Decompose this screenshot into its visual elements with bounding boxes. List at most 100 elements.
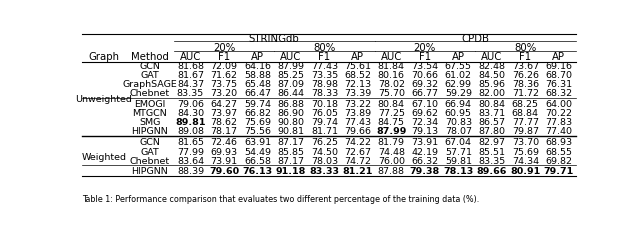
Text: 82.97: 82.97 — [478, 138, 506, 147]
Text: 81.79: 81.79 — [378, 138, 405, 147]
Text: 77.99: 77.99 — [177, 148, 204, 157]
Text: 75.70: 75.70 — [378, 89, 405, 98]
Text: 85.85: 85.85 — [277, 148, 305, 157]
Text: MTGCN: MTGCN — [132, 109, 167, 118]
Text: 77.83: 77.83 — [545, 118, 572, 127]
Text: 71.62: 71.62 — [211, 71, 237, 80]
Text: F1: F1 — [318, 52, 330, 62]
Text: 61.02: 61.02 — [445, 71, 472, 80]
Text: 73.91: 73.91 — [211, 157, 237, 166]
Text: 78.98: 78.98 — [311, 80, 338, 89]
Text: 60.95: 60.95 — [445, 109, 472, 118]
Text: 68.55: 68.55 — [545, 148, 572, 157]
Text: 68.52: 68.52 — [344, 71, 371, 80]
Text: 86.57: 86.57 — [478, 118, 506, 127]
Text: 74.72: 74.72 — [344, 157, 371, 166]
Text: 86.88: 86.88 — [277, 100, 305, 109]
Text: 79.87: 79.87 — [512, 128, 539, 137]
Text: Chebnet: Chebnet — [130, 89, 170, 98]
Text: 67.55: 67.55 — [445, 62, 472, 71]
Text: SMG: SMG — [139, 118, 161, 127]
Text: 59.74: 59.74 — [244, 100, 271, 109]
Text: 70.83: 70.83 — [445, 118, 472, 127]
Text: 78.62: 78.62 — [211, 118, 237, 127]
Text: GraphSAGE: GraphSAGE — [122, 80, 177, 89]
Text: 68.84: 68.84 — [512, 109, 539, 118]
Text: 67.04: 67.04 — [445, 138, 472, 147]
Text: 76.25: 76.25 — [311, 138, 338, 147]
Text: 68.70: 68.70 — [545, 71, 572, 80]
Text: 70.18: 70.18 — [311, 100, 338, 109]
Text: 80.84: 80.84 — [478, 100, 506, 109]
Text: 77.25: 77.25 — [378, 109, 405, 118]
Text: 86.90: 86.90 — [277, 109, 305, 118]
Text: 68.25: 68.25 — [512, 100, 539, 109]
Text: 64.27: 64.27 — [211, 100, 237, 109]
Text: 76.00: 76.00 — [378, 157, 405, 166]
Text: 85.25: 85.25 — [277, 71, 305, 80]
Text: 64.16: 64.16 — [244, 62, 271, 71]
Text: 79.06: 79.06 — [177, 100, 204, 109]
Text: 73.39: 73.39 — [344, 89, 371, 98]
Text: 81.68: 81.68 — [177, 62, 204, 71]
Text: 69.32: 69.32 — [412, 80, 438, 89]
Text: 83.35: 83.35 — [177, 89, 204, 98]
Text: 78.03: 78.03 — [311, 157, 338, 166]
Text: GAT: GAT — [140, 148, 159, 157]
Text: 85.96: 85.96 — [478, 80, 506, 89]
Text: 79.13: 79.13 — [412, 128, 438, 137]
Text: 78.07: 78.07 — [445, 128, 472, 137]
Text: F1: F1 — [519, 52, 531, 62]
Text: 81.65: 81.65 — [177, 138, 204, 147]
Text: 79.71: 79.71 — [543, 167, 574, 176]
Text: 90.81: 90.81 — [277, 128, 305, 137]
Text: 73.54: 73.54 — [412, 62, 438, 71]
Text: 72.46: 72.46 — [211, 138, 237, 147]
Text: AUC: AUC — [481, 52, 502, 62]
Text: 59.81: 59.81 — [445, 157, 472, 166]
Text: 70.22: 70.22 — [545, 109, 572, 118]
Text: 73.91: 73.91 — [412, 138, 438, 147]
Text: 78.13: 78.13 — [443, 167, 474, 176]
Text: 72.67: 72.67 — [344, 148, 371, 157]
Text: 78.02: 78.02 — [378, 80, 405, 89]
Text: 87.09: 87.09 — [277, 80, 305, 89]
Text: AP: AP — [452, 52, 465, 62]
Text: 54.49: 54.49 — [244, 148, 271, 157]
Text: 77.77: 77.77 — [512, 118, 539, 127]
Text: CPDB: CPDB — [461, 33, 489, 44]
Text: 80%: 80% — [514, 43, 536, 53]
Text: 79.66: 79.66 — [344, 128, 371, 137]
Text: 83.64: 83.64 — [177, 157, 204, 166]
Text: GAT: GAT — [140, 71, 159, 80]
Text: Graph: Graph — [88, 52, 120, 62]
Text: 79.74: 79.74 — [311, 118, 338, 127]
Text: Weighted: Weighted — [81, 153, 127, 162]
Text: 87.88: 87.88 — [378, 167, 405, 176]
Text: 81.84: 81.84 — [378, 62, 405, 71]
Text: 73.22: 73.22 — [344, 100, 371, 109]
Text: HIPGNN: HIPGNN — [131, 128, 168, 137]
Text: 81.21: 81.21 — [342, 167, 373, 176]
Text: 58.88: 58.88 — [244, 71, 271, 80]
Text: F1: F1 — [218, 52, 230, 62]
Text: Chebnet: Chebnet — [130, 157, 170, 166]
Text: 73.75: 73.75 — [211, 80, 237, 89]
Text: AUC: AUC — [280, 52, 301, 62]
Text: 88.39: 88.39 — [177, 167, 204, 176]
Text: 42.19: 42.19 — [412, 148, 438, 157]
Text: GCN: GCN — [140, 138, 160, 147]
Text: 79.60: 79.60 — [209, 167, 239, 176]
Text: 73.89: 73.89 — [344, 109, 371, 118]
Text: 80.91: 80.91 — [510, 167, 540, 176]
Text: 87.17: 87.17 — [277, 138, 305, 147]
Text: 89.81: 89.81 — [175, 118, 205, 127]
Text: 72.13: 72.13 — [344, 80, 371, 89]
Text: Method: Method — [131, 52, 168, 62]
Text: 69.62: 69.62 — [412, 109, 438, 118]
Text: AP: AP — [351, 52, 364, 62]
Text: 80%: 80% — [313, 43, 335, 53]
Text: 84.75: 84.75 — [378, 118, 405, 127]
Text: STRINGdb: STRINGdb — [249, 33, 300, 44]
Text: 82.48: 82.48 — [478, 62, 506, 71]
